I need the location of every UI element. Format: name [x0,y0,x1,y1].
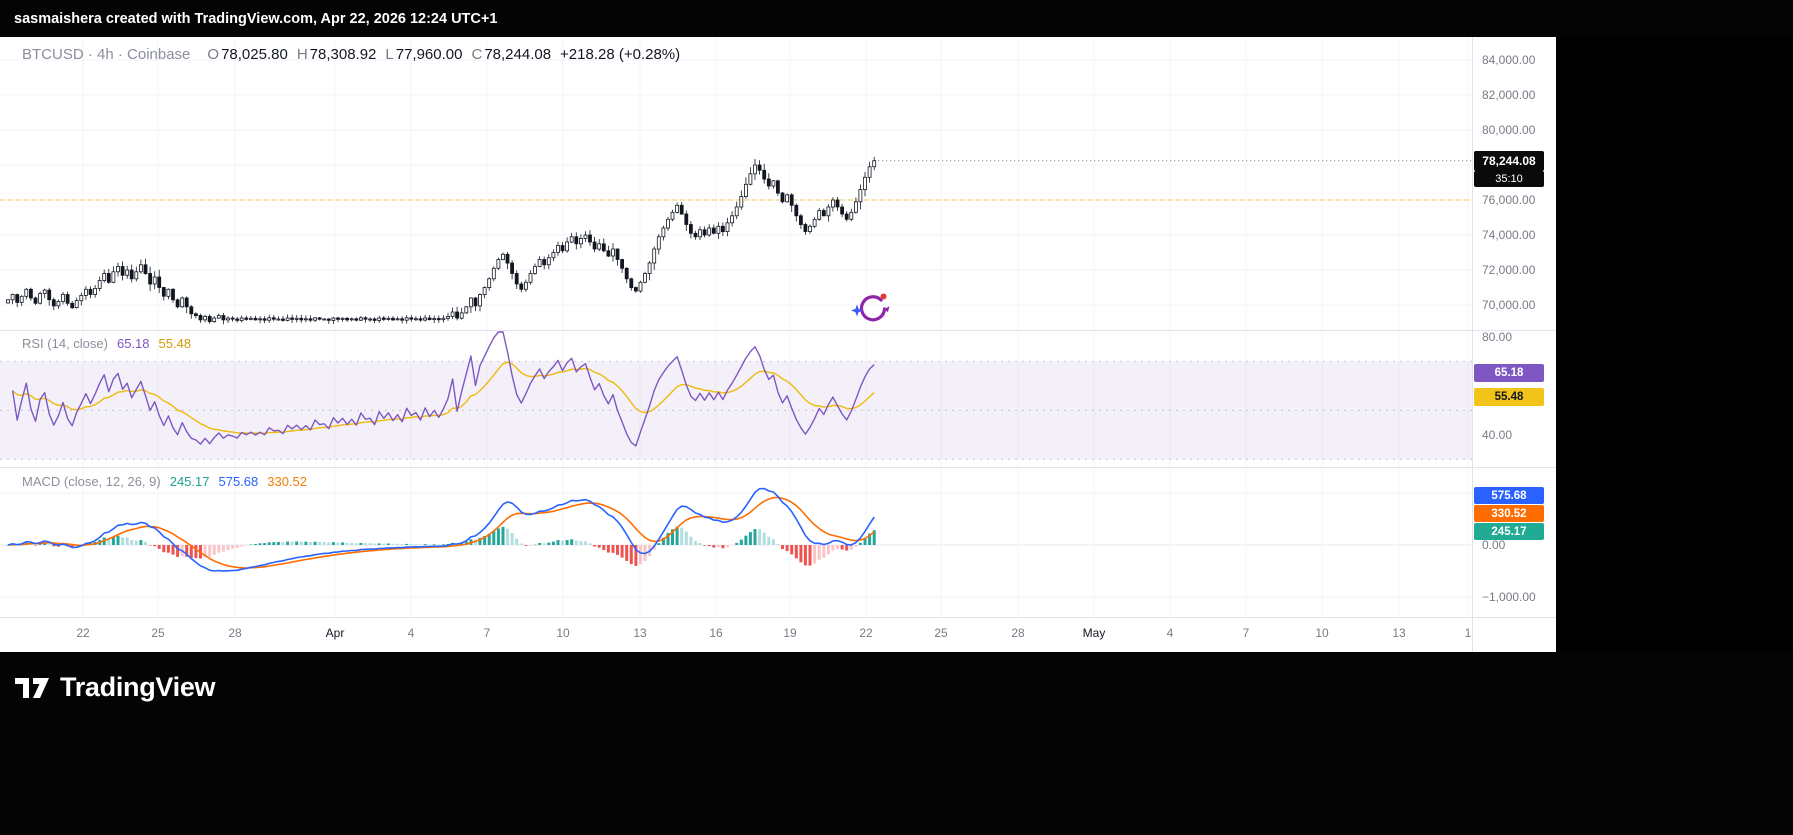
macd-hist-badge: 245.17 [1474,523,1544,540]
ohlc-low-value: 77,960.00 [395,46,463,63]
time-axis-label: 4 [1166,626,1174,640]
ohlc-open: O 78,025.80 [207,46,287,63]
macd-line-value: 575.68 [218,474,259,489]
rsi-ma-badge: 55.48 [1474,388,1544,406]
macd-hist-value: 245.17 [169,474,210,489]
axis-label: 76,000.00 [1482,193,1536,207]
macd-legend: MACD (close, 12, 26, 9) 245.17 575.68 33… [22,474,307,489]
macd-legend-title[interactable]: MACD (close, 12, 26, 9) [22,474,161,489]
price-change: +218.28 (+0.28%) [560,46,681,63]
bar-countdown-badge: 35:10 [1474,171,1544,187]
time-axis-label: 1 [1464,626,1472,640]
axis-label: −1,000.00 [1482,590,1536,604]
axis-label: 74,000.00 [1482,228,1536,242]
ohlc-high: H 78,308.92 [297,46,377,63]
ohlc-low: L 77,960.00 [385,46,462,63]
time-axis-label: 13 [633,626,647,640]
time-axis-label: Apr [325,626,345,640]
snapshot-footer: TradingView [0,652,1793,835]
ohlc-open-value: 78,025.80 [221,46,288,63]
axis-label: 84,000.00 [1482,53,1536,67]
time-axis-label: 7 [483,626,491,640]
axis-label: 80,000.00 [1482,123,1536,137]
attribution-text: sasmaishera created with TradingView.com… [14,10,498,27]
rsi-legend-title[interactable]: RSI (14, close) [22,336,108,351]
ohlc-close-value: 78,244.08 [484,46,552,63]
price-pane[interactable] [0,37,1472,330]
axis-label: 70,000.00 [1482,298,1536,312]
axis-label: 40.00 [1482,427,1513,442]
rsi-ma-value: 55.48 [158,336,192,351]
time-axis-label: May [1082,626,1106,640]
symbol-legend: BTCUSD · 4h · Coinbase O 78,025.80 H 78,30… [22,46,680,63]
price-scale[interactable]: 84,000.00 82,000.00 80,000.00 76,000.00 74,0… [1472,37,1556,652]
axis-label: 0.00 [1482,538,1506,552]
cyclone-sparkle-icon [851,293,890,322]
ohlc-close-label: C [471,46,483,63]
macd-line-badge: 575.68 [1474,487,1544,504]
ohlc-open-label: O [207,46,220,63]
ohlc-high-label: H [296,46,308,63]
axis-label: 72,000.00 [1482,263,1536,277]
time-axis-label: 19 [783,626,797,640]
time-axis-label: 16 [709,626,723,640]
rsi-legend: RSI (14, close) 65.18 55.48 [22,336,191,351]
time-axis-label: 7 [1242,626,1250,640]
time-axis-label: 28 [1011,626,1025,640]
rsi-pane[interactable] [0,332,1472,467]
chart-canvas[interactable] [0,37,1556,652]
rsi-badge: 65.18 [1474,364,1544,382]
tradingview-logo-icon [15,677,49,698]
time-axis-label: 13 [1392,626,1406,640]
axis-label: 80.00 [1482,329,1513,344]
macd-signal-value: 330.52 [267,474,308,489]
reaction-sticker[interactable] [850,288,892,330]
time-axis-label: 10 [556,626,570,640]
macd-signal-badge: 330.52 [1474,505,1544,522]
axis-label: 82,000.00 [1482,88,1536,102]
time-axis-label: 25 [151,626,165,640]
rsi-value: 65.18 [116,336,150,351]
time-scale[interactable]: 22 25 28 Apr 4 7 10 13 16 19 22 25 28 May 4 7 10 13 1 [0,617,1472,652]
ohlc-close: C 78,244.08 [471,46,551,63]
time-axis-label: 25 [934,626,948,640]
time-axis-label: 22 [859,626,873,640]
tradingview-brand-name: TradingView [60,672,216,702]
time-axis-label: 4 [407,626,415,640]
ohlc-low-label: L [385,46,394,63]
last-price-badge: 78,244.08 [1474,151,1544,171]
snapshot-attribution-bar: sasmaishera created with TradingView.com… [0,0,1793,37]
symbol-title[interactable]: BTCUSD · 4h · Coinbase [22,46,191,63]
time-axis-label: 10 [1315,626,1329,640]
macd-pane[interactable] [0,468,1472,617]
time-axis-label: 28 [228,626,242,640]
tradingview-brand[interactable]: TradingView [14,672,1793,703]
time-axis-label: 22 [76,626,90,640]
ohlc-high-value: 78,308.92 [309,46,377,63]
chart-area[interactable]: BTCUSD · 4h · Coinbase O 78,025.80 H 78,30… [0,37,1556,652]
